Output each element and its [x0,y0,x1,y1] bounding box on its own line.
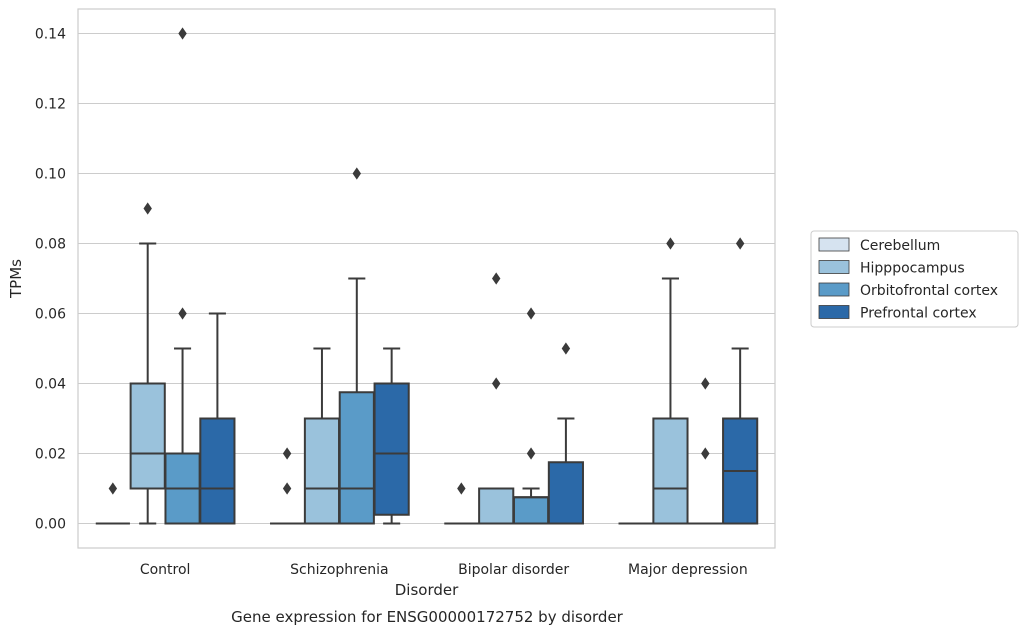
legend-item: Hipppocampus [818,260,965,277]
outlier-point [178,307,187,320]
outlier-point [701,377,710,390]
outlier-point [561,342,571,355]
box-group [270,447,305,525]
legend-swatch [818,282,850,297]
box [652,417,689,525]
x-tick-label: Bipolar disorder [458,562,569,578]
box [547,461,584,525]
outlier-point [108,482,118,495]
outlier-point [282,447,292,460]
box-group [722,237,759,525]
legend: Cerebellum Hipppocampus Orbitofrontal cort… [810,230,1019,328]
box [512,496,550,525]
outlier-point [526,307,536,320]
legend-label: Hipppocampus [860,261,965,277]
outlier-point [178,27,187,40]
legend-item: Cerebellum [818,237,940,254]
legend-label: Orbitofrontal cortex [860,283,998,299]
chart-caption: Gene expression for ENSG00000172752 by d… [231,608,624,626]
boxes [95,27,759,525]
y-tick-label: 0.14 [35,27,66,43]
outlier-point [701,447,710,460]
box [303,417,341,525]
box-group [652,237,689,525]
box-group [303,347,341,525]
outlier-point [352,167,362,180]
box-group [199,312,236,525]
box-group [373,347,410,525]
box [338,391,375,525]
box-group [478,272,515,525]
y-tick-label: 0.12 [35,97,66,113]
x-axis-ticks: Control Schizophrenia Bipolar disorder Majo… [140,562,748,578]
box-group [129,202,166,525]
outlier-point [457,482,466,495]
x-tick-label: Schizophrenia [290,562,388,578]
box [199,417,236,525]
y-tick-label: 0.08 [35,237,66,253]
y-tick-label: 0.04 [35,377,66,393]
box-group [338,167,375,525]
legend-frame [810,230,1019,328]
box-group [444,482,479,525]
outlier-point [143,202,152,215]
legend-label: Cerebellum [860,238,940,254]
outlier-point [282,482,292,495]
y-tick-label: 0.10 [35,167,66,183]
legend-item: Orbitofrontal cortex [818,282,998,299]
box-group [164,27,201,525]
y-axis-ticks: 0.00 0.02 0.04 0.06 0.08 0.10 0.12 0.14 [35,27,66,533]
legend-label: Prefrontal cortex [860,306,977,322]
legend-swatch [818,260,850,274]
legend-swatch [818,305,850,319]
outlier-point [666,237,675,250]
x-tick-label: Major depression [628,562,748,578]
outlier-point [526,447,536,460]
box-group [95,482,130,525]
outlier-point [735,237,745,250]
box-group [512,307,550,525]
x-tick-label: Control [140,562,191,578]
x-axis-label: Disorder [395,581,459,599]
y-tick-label: 0.02 [35,447,66,463]
box-group [688,377,723,525]
outlier-point [491,377,501,390]
box [373,382,410,516]
box-group [547,342,584,525]
outlier-point [491,272,501,285]
y-tick-label: 0.00 [35,517,66,533]
y-tick-label: 0.06 [35,307,66,323]
legend-swatch [818,237,850,252]
box [129,382,166,490]
y-axis-label: TPMs [7,259,25,299]
legend-item: Prefrontal cortex [818,305,977,322]
plot-area [77,8,776,549]
box [478,487,515,525]
